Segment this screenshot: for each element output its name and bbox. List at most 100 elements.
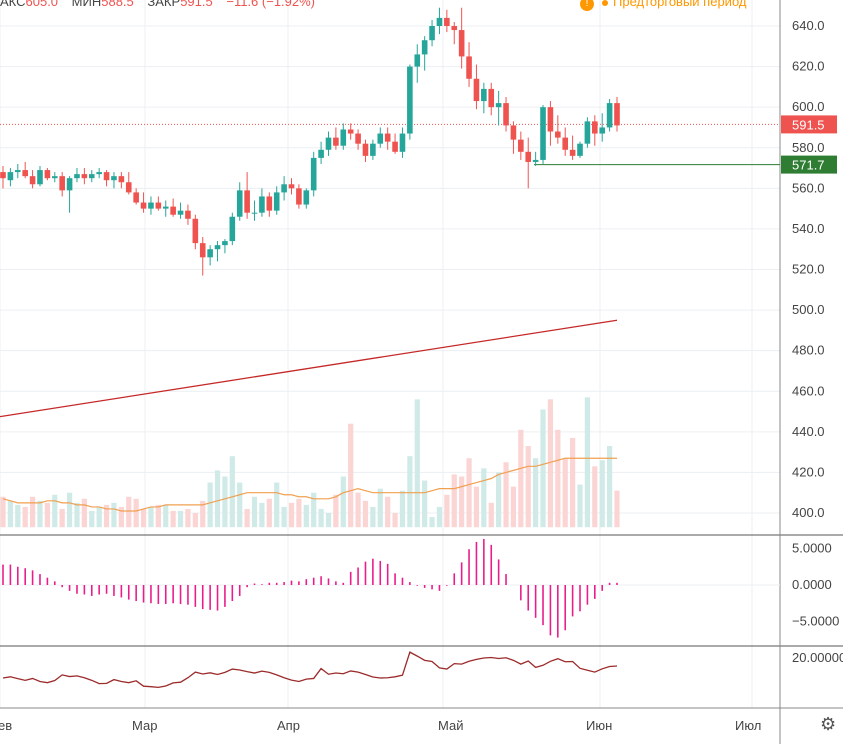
volume-bar [562,458,568,528]
candle-body [111,176,117,181]
candle-body [125,182,132,193]
candle-body [229,216,236,242]
candle-body [384,133,391,142]
volume-bar [192,513,198,528]
volume-bar [570,437,576,528]
macd-tick-label: 5.0000 [792,541,832,556]
candle-body [170,206,176,215]
candle-body [488,88,495,108]
volume-bar [111,502,117,528]
volume-bar [237,482,243,528]
volume-bar [599,460,605,528]
candle-body [451,26,458,31]
candle-body [444,17,450,26]
price-tick-label: 460.0 [792,383,825,398]
volume-bar [288,502,295,528]
volume-bar [473,486,480,528]
volume-bar [244,508,250,528]
candle-body [466,56,472,79]
candle-body [370,143,376,156]
price-tick-label: 420.0 [792,464,825,479]
price-tick-label: 540.0 [792,221,825,236]
candle-body [199,243,206,258]
candle-body [362,143,369,156]
candle-body [377,133,384,144]
low-value: 588.5 [101,0,134,9]
candle-body [555,131,561,138]
candle-body [155,202,162,209]
volume-bar [325,513,332,528]
volume-bar [607,446,613,528]
candle-body [458,30,465,57]
premarket-indicator[interactable]: ! Предторговый период [580,0,746,11]
volume-bar [311,492,317,528]
volume-bar [296,498,302,528]
volume-bar [207,482,213,528]
candle-body [525,151,532,162]
price-tick-label: 640.0 [792,18,825,33]
volume-bar [525,446,531,528]
candle-body [288,184,295,189]
candle-body [540,107,546,160]
volume-bar [126,496,132,528]
time-axis-label: Май [438,718,463,733]
macd-tick-label: 0.0000 [792,577,832,592]
volume-bar [614,490,620,528]
close-label-cut: АКС [0,0,26,9]
candle-body [37,170,43,185]
candle-body [340,129,347,146]
candle-body [14,170,21,173]
candle-body [592,121,598,134]
volume-bar [59,508,65,528]
volume-bar [481,468,487,528]
candle-body [562,137,569,150]
volume-bar [429,517,435,528]
volume-bar [362,500,369,528]
moving-average-line [0,319,618,418]
price-tick-label: 440.0 [792,424,825,439]
osc-tick-label: 20.00000 [792,650,843,665]
candle-body [318,149,324,158]
volume-bar [185,508,191,528]
candle-body [421,40,428,55]
time-axis-label: Апр [277,718,300,733]
candle-body [103,172,110,181]
price-tick-label: 500.0 [792,302,825,317]
volume-bar [414,399,420,528]
volume-bar [66,492,73,528]
candle-body [222,241,228,246]
volume-bar [133,498,139,528]
volume-bar [510,486,517,528]
volume-bar [518,429,524,528]
volume-bar [15,504,21,528]
candle-body [29,176,36,185]
volume-bar [7,500,13,528]
candle-body [74,174,80,179]
volume-bar [74,502,80,528]
close-value-cut: 605.0 [25,0,59,9]
candle-body [407,66,413,134]
volume-bar [451,474,457,528]
gear-icon[interactable]: ⚙ [820,714,837,734]
candle-body [118,176,125,183]
level-tag [781,155,837,174]
candle-body [495,103,502,108]
candle-body [281,184,287,193]
candle-body [66,178,73,191]
volume-bar [592,466,598,528]
volume-bar [340,476,346,528]
candle-body [192,218,199,244]
volume-bar [177,510,184,528]
volume-bar [44,502,50,528]
volume-bar [118,506,124,528]
volume-bar [163,504,169,528]
volume-ma-line [2,457,617,512]
change-value: −11.6 (−1.92%) [226,0,316,9]
volume-bar [503,462,509,528]
candle-body [22,170,28,177]
candle-body [503,103,509,126]
price-tick-label: 620.0 [792,59,825,74]
status-dot-icon [602,0,608,6]
candle-body [244,190,250,213]
